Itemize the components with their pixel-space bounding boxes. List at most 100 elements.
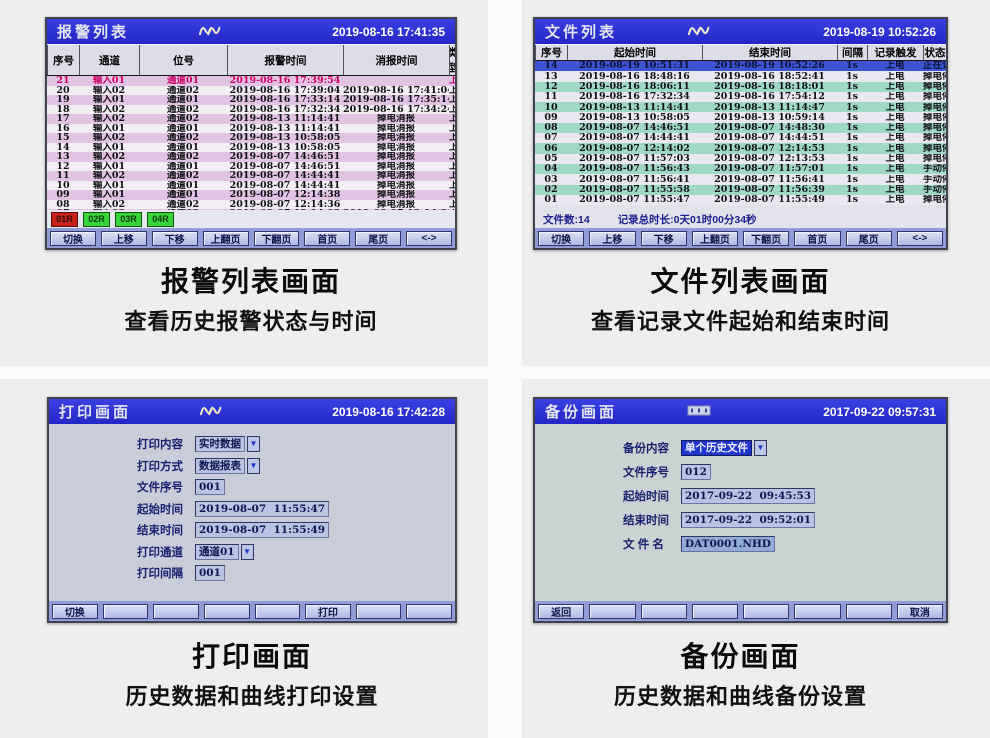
table-row[interactable]: 13 输入02 通道02 2019-08-07 14:46:51 掉电消报 上 … — [47, 152, 455, 162]
softkey-button[interactable]: 上翻页 — [202, 230, 249, 246]
cell-type: 上 限 — [449, 190, 455, 200]
table-row[interactable]: 16 输入01 通道01 2019-08-13 11:14:41 掉电消报 上 … — [47, 123, 455, 133]
cell-end-time: 2019-08-16 18:18:01 — [714, 81, 825, 92]
softkey-button[interactable]: 上移 — [100, 230, 147, 246]
table-row[interactable]: 09 2019-08-13 10:58:05 2019-08-13 10:59:… — [535, 112, 946, 123]
dropdown-arrow-icon[interactable]: ▼ — [247, 457, 260, 474]
table-row[interactable]: 07 输入02 通道02 2019-08-07 12:14:02 2019-08… — [47, 209, 455, 210]
softkey-button[interactable]: 切换 — [52, 603, 98, 619]
channel-status-chip[interactable]: 01R — [51, 211, 78, 227]
field-value[interactable]: 2019-08-07 11:55:47 — [195, 500, 330, 517]
field-value[interactable]: 2019-08-07 11:55:49 — [195, 522, 330, 538]
table-row[interactable]: 05 2019-08-07 11:57:03 2019-08-07 12:13:… — [535, 153, 946, 164]
cell-trigger: 上电 — [885, 71, 905, 82]
field-value[interactable]: 2017-09-22 09:45:53 — [681, 488, 816, 504]
dropdown-arrow-icon[interactable]: ▼ — [240, 543, 254, 560]
caption-subtitle: 查看记录文件起始和结束时间 — [590, 309, 890, 334]
softkey-button[interactable]: 下翻页 — [253, 230, 300, 246]
table-row[interactable]: 14 输入01 通道01 2019-08-13 10:58:05 掉电消报 上 … — [47, 142, 455, 152]
softkey-button[interactable]: 上移 — [589, 230, 636, 246]
table-row[interactable]: 21 输入01 通道01 2019-08-16 17:39:54 上 限 — [47, 76, 455, 86]
cell-interval: 1s — [846, 195, 858, 205]
softkey-button[interactable]: 打印 — [305, 603, 351, 619]
field-value[interactable]: 2017-09-22 09:52:01 — [681, 512, 816, 528]
softkey-button[interactable] — [203, 603, 250, 619]
cell-end-time: 2019-08-07 11:56:39 — [714, 184, 825, 195]
table-row[interactable]: 18 输入02 通道02 2019-08-16 17:32:34 2019-08… — [47, 104, 455, 114]
form-field: 打印内容 实时数据 ▼ — [137, 435, 455, 453]
table-row[interactable]: 13 2019-08-16 18:48:16 2019-08-16 18:52:… — [535, 71, 946, 82]
softkey-button[interactable]: 下移 — [151, 230, 198, 246]
softkey-button[interactable] — [794, 603, 841, 619]
softkey-button[interactable]: 上翻页 — [691, 230, 738, 246]
softkey-button[interactable] — [254, 603, 301, 619]
field-value[interactable]: 通道01 — [195, 543, 239, 560]
softkey-button[interactable]: 首页 — [304, 230, 351, 246]
softkey-button[interactable] — [102, 603, 149, 619]
table-row[interactable]: 12 输入01 通道01 2019-08-07 14:46:51 掉电消报 上 … — [47, 161, 455, 171]
table-row[interactable]: 14 2019-08-19 10:51:31 2019-08-19 10:52:… — [535, 61, 946, 72]
channel-status-chip[interactable]: 04R — [147, 211, 174, 227]
table-row[interactable]: 17 输入02 通道02 2019-08-13 11:14:41 掉电消报 上 … — [47, 114, 455, 124]
cell-tag: 通道02 — [166, 85, 200, 95]
table-row[interactable]: 19 输入01 通道01 2019-08-16 17:33:14 2019-08… — [47, 95, 455, 105]
field-value[interactable]: 单个历史文件 — [681, 440, 752, 456]
table-row[interactable]: 11 输入02 通道02 2019-08-07 14:44:41 掉电消报 上 … — [47, 171, 455, 181]
softkey-button[interactable] — [640, 603, 687, 619]
field-value[interactable]: 012 — [681, 464, 711, 480]
softkey-button[interactable]: 返回 — [538, 603, 585, 619]
field-value[interactable]: 实时数据 — [195, 436, 245, 452]
cell-interval: 1s — [846, 102, 858, 113]
table-row[interactable]: 10 输入01 通道01 2019-08-07 14:44:41 掉电消报 上 … — [47, 180, 455, 190]
softkey-button[interactable]: 取消 — [896, 603, 943, 619]
field-value[interactable]: 001 — [195, 565, 225, 581]
table-row[interactable]: 08 2019-08-07 14:46:51 2019-08-07 14:48:… — [535, 122, 946, 134]
table-row[interactable]: 06 2019-08-07 12:14:02 2019-08-07 12:14:… — [535, 143, 946, 154]
softkey-button[interactable]: 切换 — [50, 230, 96, 246]
dropdown-arrow-icon[interactable]: ▼ — [247, 436, 260, 452]
softkey-button[interactable]: 首页 — [794, 230, 841, 246]
softkey-button[interactable]: 尾页 — [355, 230, 402, 246]
cell-seq: 13 — [544, 71, 558, 82]
field-value[interactable]: 数据报表 — [195, 457, 245, 474]
cell-channel: 输入02 — [92, 152, 126, 162]
softkey-button[interactable]: <-> — [896, 230, 943, 246]
field-value[interactable]: DAT0001.NHD — [681, 536, 775, 552]
caption-print: 打印画面 历史数据和曲线打印设置 — [47, 635, 457, 711]
cell-type: 上 限 — [449, 104, 455, 114]
softkey-button[interactable] — [355, 603, 402, 619]
table-row[interactable]: 09 输入01 通道01 2019-08-07 12:14:38 掉电消报 上 … — [47, 190, 455, 200]
softkey-button[interactable]: 下移 — [640, 230, 687, 246]
table-row[interactable]: 20 输入02 通道02 2019-08-16 17:39:04 2019-08… — [47, 85, 455, 95]
softkey-button[interactable] — [153, 603, 199, 619]
channel-status-chip[interactable]: 03R — [115, 211, 142, 227]
cell-tag: 通道02 — [166, 152, 200, 162]
softkey-button[interactable]: 切换 — [538, 230, 585, 246]
table-row[interactable]: 04 2019-08-07 11:56:43 2019-08-07 11:57:… — [535, 163, 946, 175]
cell-type: 上 限 — [449, 133, 455, 143]
softkey-button[interactable]: 尾页 — [845, 230, 892, 246]
table-row[interactable]: 11 2019-08-16 17:32:34 2019-08-16 17:54:… — [535, 91, 946, 103]
table-row[interactable]: 07 2019-08-07 14:44:41 2019-08-07 14:44:… — [535, 133, 946, 144]
table-row[interactable]: 08 输入02 通道02 2019-08-07 12:14:36 掉电消报 上 … — [47, 199, 455, 209]
cell-clear-time: 2019-08-16 17:35:14 — [343, 95, 449, 105]
softkey-button[interactable]: <-> — [406, 230, 452, 246]
softkey-button[interactable] — [691, 603, 738, 619]
channel-status-chip[interactable]: 02R — [83, 211, 110, 227]
table-row[interactable]: 03 2019-08-07 11:56:41 2019-08-07 11:56:… — [535, 174, 946, 185]
table-row[interactable]: 15 输入02 通道02 2019-08-13 10:58:05 掉电消报 上 … — [47, 133, 455, 143]
table-row[interactable]: 02 2019-08-07 11:55:58 2019-08-07 11:56:… — [535, 184, 946, 195]
softkey-button[interactable] — [845, 603, 892, 619]
softkey-button[interactable]: 下翻页 — [743, 230, 790, 246]
table-row[interactable]: 12 2019-08-16 18:06:11 2019-08-16 18:18:… — [535, 81, 946, 92]
cell-end-time: 2019-08-07 14:48:30 — [714, 123, 825, 133]
dropdown-arrow-icon[interactable]: ▼ — [754, 440, 767, 456]
softkey-button[interactable] — [406, 603, 452, 619]
table-row[interactable]: 01 2019-08-07 11:55:47 2019-08-07 11:55:… — [535, 194, 946, 206]
softkey-button[interactable] — [743, 603, 790, 619]
brand-wave-logo-icon — [199, 404, 227, 417]
table-row[interactable]: 10 2019-08-13 11:14:41 2019-08-13 11:14:… — [535, 102, 946, 113]
field-value[interactable]: 001 — [195, 479, 225, 495]
softkey-button[interactable] — [589, 603, 636, 619]
cell-seq: 08 — [544, 123, 558, 133]
